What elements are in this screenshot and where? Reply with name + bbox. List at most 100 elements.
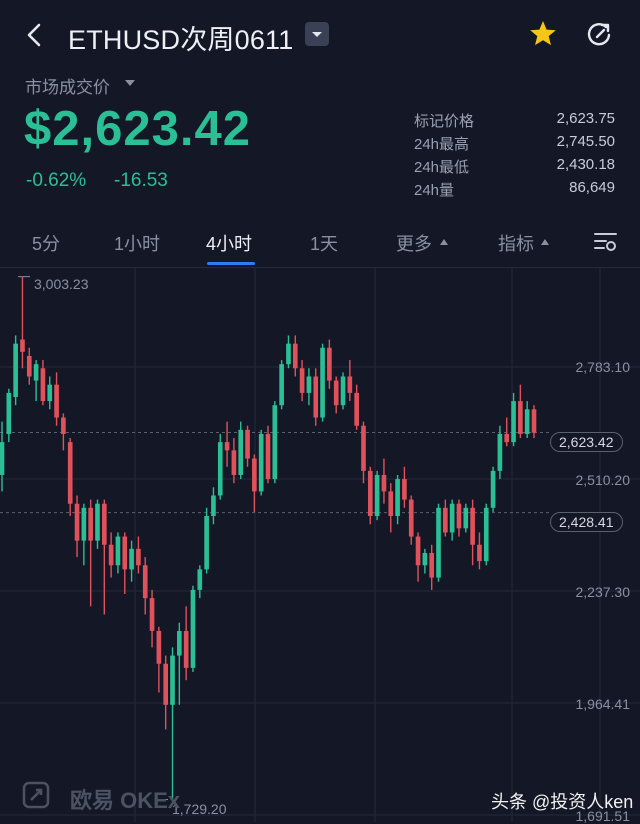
stat-value-24h-volume: 86,649 [569,179,615,196]
candle-body [470,507,475,545]
candle [504,417,510,447]
candle-body [163,663,169,705]
candle [197,565,203,599]
candle [231,438,237,484]
candle [443,499,448,537]
candle-body [54,384,59,418]
candle [395,474,400,525]
candle [265,425,271,484]
candle [252,454,257,512]
price-type-caret-icon[interactable] [125,80,135,86]
reference-price-tag: 2,428.41 [550,512,623,532]
candle-body [306,376,312,393]
candle [149,589,155,648]
indicators-caret-icon[interactable] [541,239,549,245]
candle [204,507,209,574]
y-tick-label: 1,691.51 [575,808,631,824]
candle-body [518,401,523,434]
tab-indicators[interactable]: 指标 [498,234,534,254]
candle-body [115,536,121,566]
candlestick-chart[interactable] [0,268,640,822]
candle [518,384,523,439]
candle-body [415,536,421,566]
candle-body [374,474,380,517]
y-tick-label: 1,964.41 [575,696,631,712]
okex-logo-icon [22,781,50,809]
candle [47,376,53,410]
tab-4h[interactable]: 4小时 [206,234,253,254]
tab-more[interactable]: 更多 [396,234,432,254]
tab-1h[interactable]: 1小时 [114,234,161,254]
candle-body [258,433,264,492]
active-tab-indicator [207,262,255,265]
candle-body [313,376,319,418]
candle-body [61,417,66,434]
more-caret-icon[interactable] [440,239,448,245]
candle-body [20,339,25,352]
candle [456,499,462,537]
candle-body [265,433,271,480]
candle-body [483,507,489,562]
candle-body [272,405,278,480]
candle-body [436,507,441,578]
candle [211,487,216,525]
candle-body [74,503,80,541]
star-icon[interactable] [527,18,559,50]
candle [88,499,93,607]
candle [292,335,298,377]
candle-body [129,548,134,570]
back-arrow-icon[interactable] [18,18,52,52]
change-absolute: -16.53 [114,170,168,191]
candle [95,499,100,549]
candle [429,544,435,590]
refresh-icon[interactable] [583,18,615,50]
tab-5m[interactable]: 5分 [32,234,61,254]
candle [33,360,39,402]
candle [40,360,46,406]
candle [129,540,134,582]
candle [142,557,148,615]
candle-body [47,384,53,402]
candle-body [142,565,148,599]
candle [388,483,394,533]
candle [354,384,359,430]
chart-settings-icon[interactable] [594,231,618,253]
candle-body [333,380,339,406]
candle [497,425,503,480]
candle-body [108,544,114,566]
candle-body [204,516,209,570]
candle-body [354,392,359,426]
candle [299,360,305,402]
stat-label-24h-high: 24h最高 [414,136,470,153]
candle [286,335,291,369]
exchange-logo-text: 欧易 OKEx [70,788,181,813]
tab-1d[interactable]: 1天 [310,234,339,254]
price-type-selector[interactable]: 市场成交价 [25,78,110,97]
last-price-tag: 2,623.42 [550,432,623,452]
candle [374,470,380,521]
instrument-dropdown-button[interactable] [305,22,329,46]
candle-body [183,630,189,668]
candle-body [224,442,230,451]
low-marker-label: 1,729.20 [172,801,227,817]
candle-body [286,343,291,365]
candle-body [429,552,435,578]
candle-body [361,425,366,471]
candle-body [177,630,182,656]
candle-body [340,376,346,406]
y-tick-label: 2,510.20 [575,472,631,488]
candle [136,536,141,574]
watermark: 头条 @投资人ken [491,792,634,812]
candle-body [408,499,414,537]
candle [0,421,5,492]
candle-body [13,343,18,398]
candle-body [443,507,448,533]
candle-body [190,589,196,668]
candle [367,466,373,525]
candle [306,368,312,406]
candle [477,532,482,570]
candle [408,495,414,545]
candle-body [388,491,394,517]
candle [279,360,284,410]
candle [115,532,121,574]
